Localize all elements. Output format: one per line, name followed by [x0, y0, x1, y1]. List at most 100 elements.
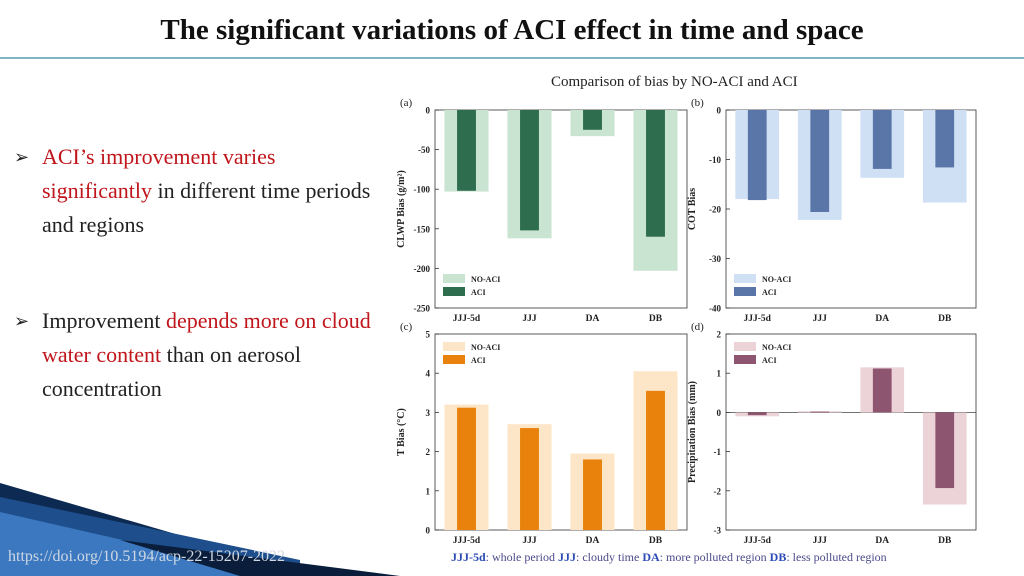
legend-swatch-no-aci: [734, 274, 756, 283]
bar-aci-db: [935, 110, 955, 168]
bullet-1: ➢ ACI’s improvement varies significantly…: [14, 140, 374, 242]
bullet-2-seg-1: Improvement: [42, 308, 167, 333]
bar-aci-da: [872, 368, 892, 413]
y-tick-label: 1: [717, 369, 722, 379]
legend-label-aci: ACI: [471, 356, 486, 365]
legend-swatch-aci: [734, 287, 756, 296]
bullet-2-seg-2: depends more on cloud water content: [42, 308, 371, 367]
bar-aci-jjj: [520, 428, 539, 530]
abbreviation-footnote: JJJ-5d: whole period JJJ: cloudy time DA…: [451, 550, 887, 565]
y-tick-label: 3: [426, 408, 431, 418]
legend-label-no-aci: NO-ACI: [762, 275, 791, 284]
bar-aci-jjj-5d: [747, 412, 767, 416]
x-tick-label: JJJ-5d: [453, 314, 481, 324]
bar-aci-db: [935, 412, 955, 489]
y-tick-label: 4: [426, 369, 431, 379]
x-tick-label: JJJ: [522, 536, 537, 545]
plot-frame: [434, 109, 688, 309]
y-tick-label: -40: [709, 304, 721, 314]
panel-label: (c): [400, 321, 413, 333]
panel-label: (d): [691, 321, 704, 333]
x-tick-label: JJJ-5d: [744, 536, 772, 545]
y-tick-label: -50: [418, 145, 430, 155]
legend-label-aci: ACI: [762, 288, 777, 297]
footnote-desc-3: : more polluted region: [659, 550, 770, 564]
y-tick-label: -200: [414, 264, 431, 274]
x-tick-label: DB: [938, 314, 952, 324]
bullet-1-text: ACI’s improvement varies significantly i…: [42, 140, 374, 242]
bar-aci-da: [583, 110, 602, 130]
y-tick-label: -100: [414, 185, 431, 195]
x-tick-label: DA: [875, 536, 889, 545]
x-tick-label: DB: [938, 536, 952, 545]
bar-aci-jjj: [810, 411, 830, 413]
arrow-bullet-icon: ➢: [14, 311, 30, 331]
bullet-1-seg-2: in different time periods and regions: [42, 178, 371, 237]
bar-aci-db: [646, 390, 665, 530]
bar-aci-da: [872, 110, 892, 169]
footnote-desc-1: : whole period: [485, 550, 558, 564]
bullet-1-seg-1: ACI’s improvement varies significantly: [42, 144, 276, 203]
y-tick-label: 0: [717, 408, 722, 418]
legend-label-no-aci: NO-ACI: [471, 343, 500, 352]
y-tick-label: 2: [717, 330, 722, 340]
bar-aci-jjj-5d: [747, 110, 767, 201]
footnote-abbr-2: JJJ: [558, 550, 576, 564]
x-tick-label: DA: [586, 536, 600, 545]
x-tick-label: JJJ: [522, 314, 537, 324]
panel-label: (b): [691, 97, 704, 109]
x-tick-label: JJJ-5d: [744, 314, 772, 324]
y-tick-label: -1: [714, 447, 722, 457]
x-tick-label: DB: [649, 536, 663, 545]
x-tick-label: JJJ: [813, 536, 828, 545]
title-divider: [0, 57, 1024, 59]
bar-aci-jjj: [520, 110, 539, 231]
legend-swatch-aci: [443, 287, 465, 296]
x-tick-label: JJJ: [813, 314, 828, 324]
plot-frame: [434, 333, 688, 531]
x-tick-label: JJJ-5d: [453, 536, 481, 545]
y-tick-label: -20: [709, 205, 721, 215]
page-title: The significant variations of ACI effect…: [160, 14, 864, 46]
bullet-2: ➢ Improvement depends more on cloud wate…: [14, 304, 374, 406]
y-tick-label: -30: [709, 254, 721, 264]
y-tick-label: 0: [717, 106, 722, 116]
footnote-desc-2: : cloudy time: [576, 550, 643, 564]
legend-label-aci: ACI: [762, 356, 777, 365]
bar-aci-jjj-5d: [457, 110, 476, 191]
arrow-bullet-icon: ➢: [14, 147, 30, 167]
bar-aci-jjj: [810, 110, 830, 212]
y-tick-label: -250: [414, 304, 431, 314]
bar-aci-db: [646, 110, 665, 237]
y-axis-label: COT Bias: [687, 188, 698, 230]
bullet-2-seg-3: than on aerosol concentration: [42, 342, 302, 401]
panel-label: (a): [400, 97, 413, 109]
y-axis-label: CLWP Bias (g/m²): [396, 170, 407, 248]
legend-swatch-no-aci: [443, 342, 465, 351]
doi-link[interactable]: https://doi.org/10.5194/acp-22-15207-202…: [8, 548, 286, 565]
legend-swatch-aci: [734, 355, 756, 364]
y-tick-label: -2: [714, 486, 722, 496]
y-axis-label: Precipitation Bias (mm): [687, 381, 698, 483]
footnote-abbr-4: DB: [769, 550, 787, 564]
y-tick-label: 5: [426, 330, 431, 340]
bullet-2-text: Improvement depends more on cloud water …: [42, 304, 374, 406]
bar-aci-jjj-5d: [457, 407, 476, 530]
legend-swatch-no-aci: [443, 274, 465, 283]
y-tick-label: -3: [714, 526, 722, 536]
legend-label-no-aci: NO-ACI: [762, 343, 791, 352]
y-tick-label: 0: [426, 526, 431, 536]
y-axis-label: T Bias (°C): [396, 408, 407, 456]
bar-aci-da: [583, 459, 602, 530]
footnote-desc-4: : less polluted region: [786, 550, 887, 564]
y-tick-label: 2: [426, 447, 431, 457]
footnote-abbr-3: DA: [642, 550, 660, 564]
footnote-abbr-1: JJJ-5d: [451, 550, 486, 564]
legend-label-no-aci: NO-ACI: [471, 275, 500, 284]
x-tick-label: DB: [649, 314, 663, 324]
y-tick-label: 1: [426, 486, 431, 496]
x-tick-label: DA: [586, 314, 600, 324]
y-tick-label: -10: [709, 155, 721, 165]
